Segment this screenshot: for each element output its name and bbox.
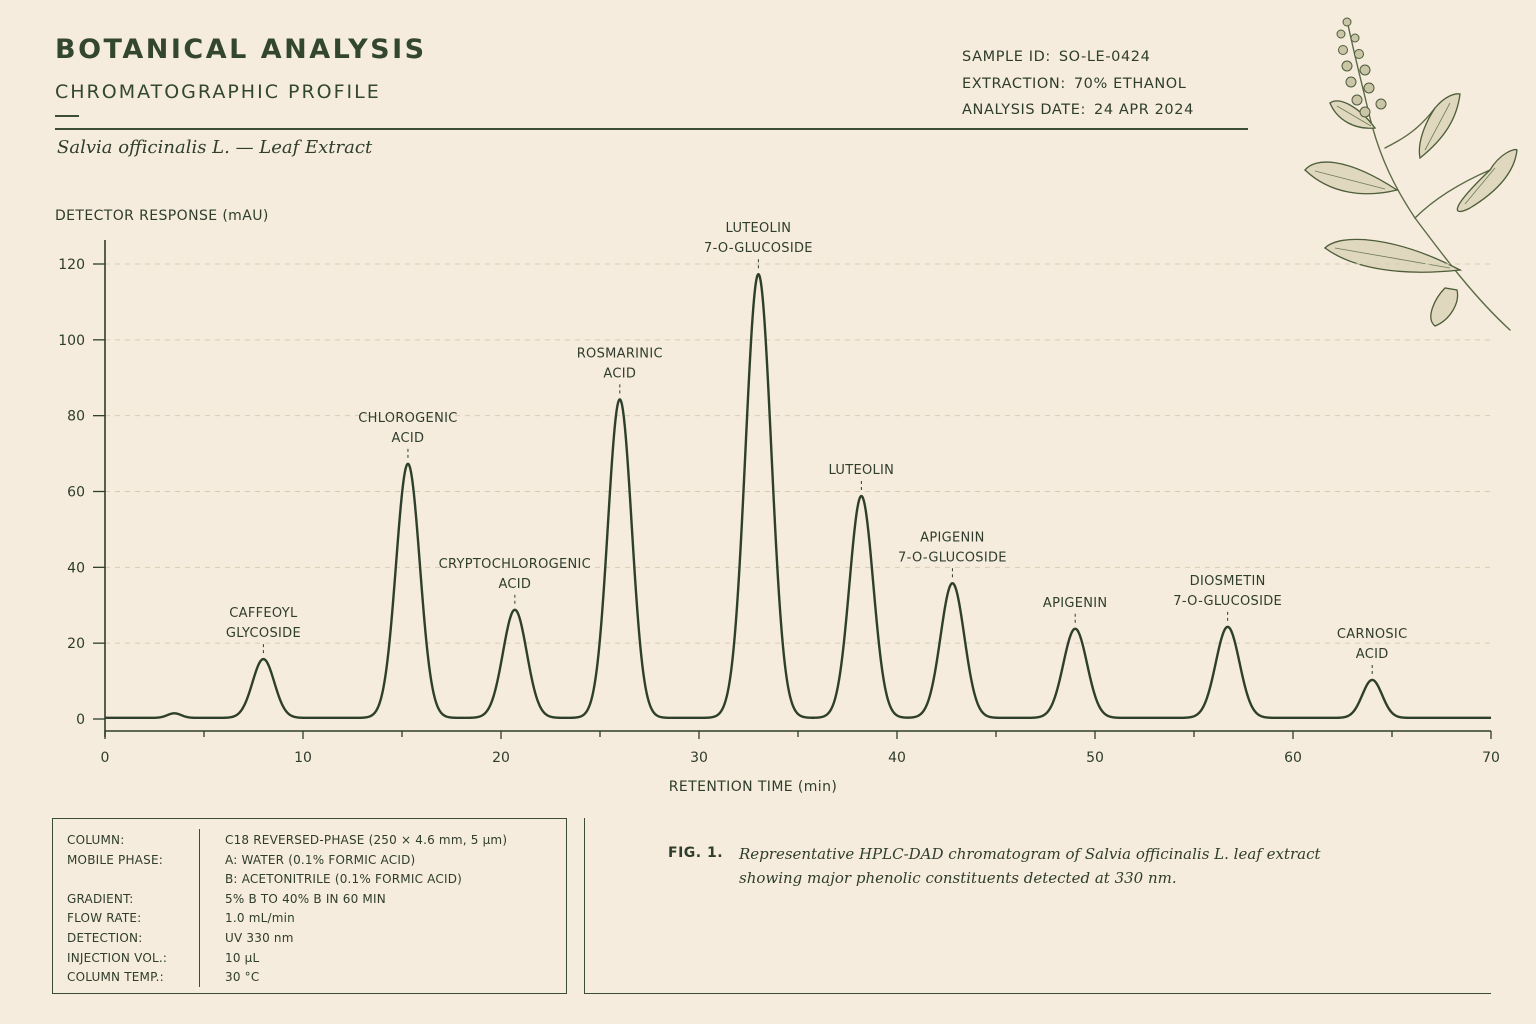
chromatogram-trace	[104, 273, 1492, 720]
condition-value: 10 µL	[225, 950, 260, 965]
header-divider	[55, 128, 1248, 130]
condition-key: DETECTION:	[67, 931, 143, 945]
x-tick-label-60: 60	[1284, 750, 1302, 766]
y-tick-label-80: 80	[67, 409, 85, 425]
peak-label-8-line-0: DIOSMETIN	[1190, 574, 1266, 589]
chromatogram-chart: 0 20 40 60 80 100 120 0 10 20 30 40 50 60 70 CAFFEOYL G…	[55, 208, 1500, 795]
page-subtitle: CHROMATOGRAPHIC PROFILE	[55, 81, 381, 103]
extraction-row: EXTRACTION: 70% ETHANOL	[962, 74, 1194, 101]
x-tick-label-30: 30	[690, 750, 708, 766]
page-title: BOTANICAL ANALYSIS	[55, 34, 427, 65]
x-tick-label-10: 10	[294, 750, 312, 766]
sage-sprig-illustration	[1304, 17, 1518, 331]
y-tick-label-20: 20	[67, 636, 85, 652]
peak-label-6-line-1: 7-O-GLUCOSIDE	[898, 550, 1007, 565]
condition-value: UV 330 nm	[225, 931, 294, 945]
analysis-date-value: 24 APR 2024	[1094, 102, 1194, 118]
analysis-date-label: ANALYSIS DATE:	[962, 102, 1086, 118]
caption-frame-bottom	[584, 993, 1491, 994]
x-tick-label-40: 40	[888, 750, 906, 766]
condition-value: B: ACETONITRILE (0.1% FORMIC ACID)	[225, 872, 463, 887]
peak-label-4-line-1: 7-O-GLUCOSIDE	[704, 241, 813, 256]
x-axis-title: RETENTION TIME (min)	[669, 779, 837, 795]
axes: 0 20 40 60 80 100 120 0 10 20 30 40 50 60 70	[58, 240, 1500, 766]
peak-label-5-line-0: LUTEOLIN	[829, 463, 895, 478]
peak-label-4-line-0: LUTEOLIN	[726, 221, 792, 236]
condition-key: COLUMN:	[67, 833, 125, 847]
sample-id-row: SAMPLE ID: SO-LE-0424	[962, 47, 1194, 74]
condition-value: 30 °C	[225, 970, 260, 985]
sample-id-label: SAMPLE ID:	[962, 49, 1051, 65]
condition-value: A: WATER (0.1% FORMIC ACID)	[225, 852, 416, 867]
condition-value: 5% B TO 40% B IN 60 MIN	[225, 891, 386, 906]
peak-label-7-line-0: APIGENIN	[1043, 596, 1108, 611]
condition-key: COLUMN TEMP.:	[67, 970, 164, 985]
peak-label-1-line-0: CHLOROGENIC	[358, 411, 457, 426]
figure-label: FIG. 1.	[668, 845, 724, 861]
peak-label-6-line-0: APIGENIN	[920, 530, 985, 545]
peak-label-9-line-0: CARNOSIC	[1337, 627, 1408, 642]
conditions-panel: COLUMN: C18 REVERSED-PHASE (250 × 4.6 mm,…	[52, 818, 567, 994]
grid-lines	[105, 263, 1491, 644]
condition-value: C18 REVERSED-PHASE (250 × 4.6 mm, 5 µm)	[225, 833, 508, 847]
peak-label-9-line-1: ACID	[1356, 647, 1389, 662]
condition-key: INJECTION VOL.:	[67, 950, 168, 965]
chromatogram-trace-group	[104, 273, 1492, 720]
peak-label-3-line-1: ACID	[603, 366, 636, 381]
sample-id-value: SO-LE-0424	[1058, 49, 1151, 65]
y-axis-title: DETECTOR RESPONSE (mAU)	[55, 208, 269, 224]
caption-frame-left	[584, 818, 585, 994]
condition-key: FLOW RATE:	[67, 911, 142, 926]
extraction-label: EXTRACTION:	[962, 75, 1066, 92]
peak-label-1-line-1: ACID	[392, 431, 425, 446]
y-tick-label-100: 100	[58, 333, 85, 349]
condition-key: MOBILE PHASE:	[67, 852, 163, 867]
figure-caption: Representative HPLC-DAD chromatogram of …	[739, 845, 1321, 887]
y-tick-label-60: 60	[67, 485, 85, 501]
conditions-divider	[199, 829, 200, 987]
peak-label-2-line-0: CRYPTOCHLOROGENIC	[439, 557, 591, 572]
peak-label-0-line-1: GLYCOSIDE	[226, 626, 301, 641]
peak-labels: CAFFEOYL GLYCOSIDE CHLOROGENIC ACID CRYPTOCH…	[226, 221, 1408, 676]
peak-label-8-line-1: 7-O-GLUCOSIDE	[1173, 594, 1282, 609]
analysis-date-row: ANALYSIS DATE: 24 APR 2024	[962, 100, 1194, 127]
accent-rule	[55, 115, 79, 117]
y-tick-label-120: 120	[58, 257, 85, 273]
x-tick-label-50: 50	[1086, 750, 1104, 766]
y-tick-label-0: 0	[76, 712, 85, 728]
condition-value: 1.0 mL/min	[225, 911, 295, 926]
peak-label-2-line-1: ACID	[498, 577, 531, 592]
x-tick-label-20: 20	[492, 750, 510, 766]
sample-meta: SAMPLE ID: SO-LE-0424 EXTRACTION: 70% ETHA…	[962, 47, 1194, 127]
x-tick-label-70: 70	[1482, 750, 1500, 766]
x-tick-label-0: 0	[101, 750, 110, 766]
peak-label-3-line-0: ROSMARINIC	[577, 346, 663, 361]
peak-label-0-line-0: CAFFEOYL	[229, 606, 298, 621]
condition-key: GRADIENT:	[67, 891, 134, 906]
extraction-value: 70% ETHANOL	[1073, 75, 1187, 92]
species-name: Salvia officinalis L. — Leaf Extract	[57, 137, 373, 158]
y-tick-label-40: 40	[67, 560, 85, 576]
